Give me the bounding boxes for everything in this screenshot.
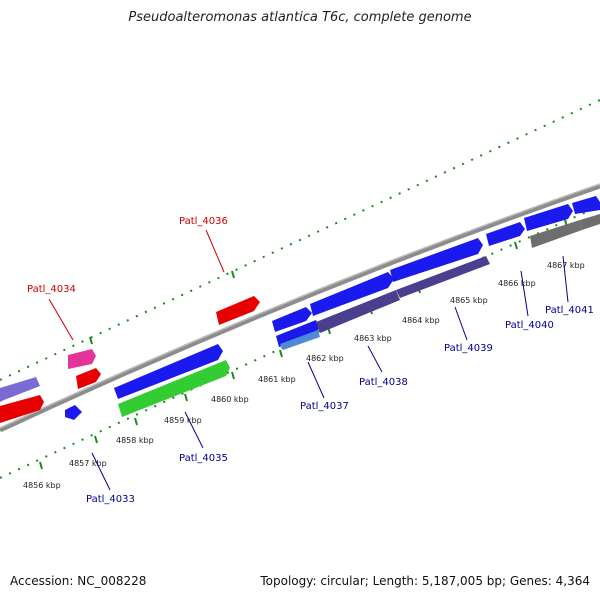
gene-label-patl-4035: Patl_4035 bbox=[179, 453, 228, 464]
genome-backbone-highlight bbox=[0, 183, 600, 429]
gene-purple bbox=[0, 377, 40, 402]
gene-label-patl-4040: Patl_4040 bbox=[505, 320, 554, 331]
label-leaders bbox=[48, 229, 569, 491]
genome-backbone bbox=[0, 183, 600, 433]
gene-blue-e bbox=[524, 204, 573, 231]
gene-red-left bbox=[0, 395, 44, 423]
tick-label: 4856 kbp bbox=[23, 481, 61, 490]
tick-label: 4861 kbp bbox=[258, 375, 296, 384]
gene-patl-4037 bbox=[276, 320, 319, 347]
gene-label-patl-4033: Patl_4033 bbox=[86, 494, 135, 505]
gene-blue-a bbox=[272, 307, 312, 332]
gene-patl-4038 bbox=[316, 290, 400, 333]
tick-label: 4866 kbp bbox=[498, 279, 536, 288]
tick-label: 4860 kbp bbox=[211, 395, 249, 404]
map-title: Pseudoalteromonas atlantica T6c, complet… bbox=[128, 10, 472, 25]
tick-label: 4865 kbp bbox=[450, 296, 488, 305]
tick-label: 4867 kbp bbox=[547, 261, 585, 270]
gene-blue-f bbox=[572, 196, 600, 214]
tick-label: 4863 kbp bbox=[354, 334, 392, 343]
tick-label: 4857 kbp bbox=[69, 459, 107, 468]
tick-label: 4862 kbp bbox=[306, 354, 344, 363]
gene-label-patl-4036: Patl_4036 bbox=[179, 216, 228, 227]
gene-label-patl-4037: Patl_4037 bbox=[300, 401, 349, 412]
major-ticks bbox=[39, 219, 568, 470]
gene-blue-d bbox=[486, 222, 525, 246]
gene-patl-4036 bbox=[216, 296, 260, 325]
gene-red-small bbox=[76, 368, 101, 389]
gene-label-patl-4038: Patl_4038 bbox=[359, 377, 408, 388]
gene-blue-b bbox=[310, 272, 394, 316]
gene-patl-4034 bbox=[68, 349, 96, 369]
gene-patl-4035 bbox=[118, 360, 230, 417]
gene-label-patl-4039: Patl_4039 bbox=[444, 343, 493, 354]
gene-blue-4035-top bbox=[114, 344, 223, 399]
gene-gray-a bbox=[530, 220, 582, 248]
tick-label: 4859 kbp bbox=[164, 416, 202, 425]
gene-patl-4033 bbox=[65, 405, 82, 420]
gene-label-patl-4041: Patl_4041 bbox=[545, 305, 594, 316]
gene-patl-4037-b bbox=[280, 330, 320, 350]
tick-label: 4858 kbp bbox=[116, 436, 154, 445]
tick-label: 4864 kbp bbox=[402, 316, 440, 325]
gene-blue-c bbox=[390, 238, 483, 282]
accession-text: Accession: NC_008228 bbox=[10, 574, 147, 588]
outer-tick-track bbox=[0, 99, 600, 381]
gene-gray-b bbox=[580, 214, 600, 230]
gene-patl-4039 bbox=[396, 256, 490, 298]
topology-summary: Topology: circular; Length: 5,187,005 bp… bbox=[260, 574, 590, 588]
gene-label-patl-4034: Patl_4034 bbox=[27, 284, 76, 295]
